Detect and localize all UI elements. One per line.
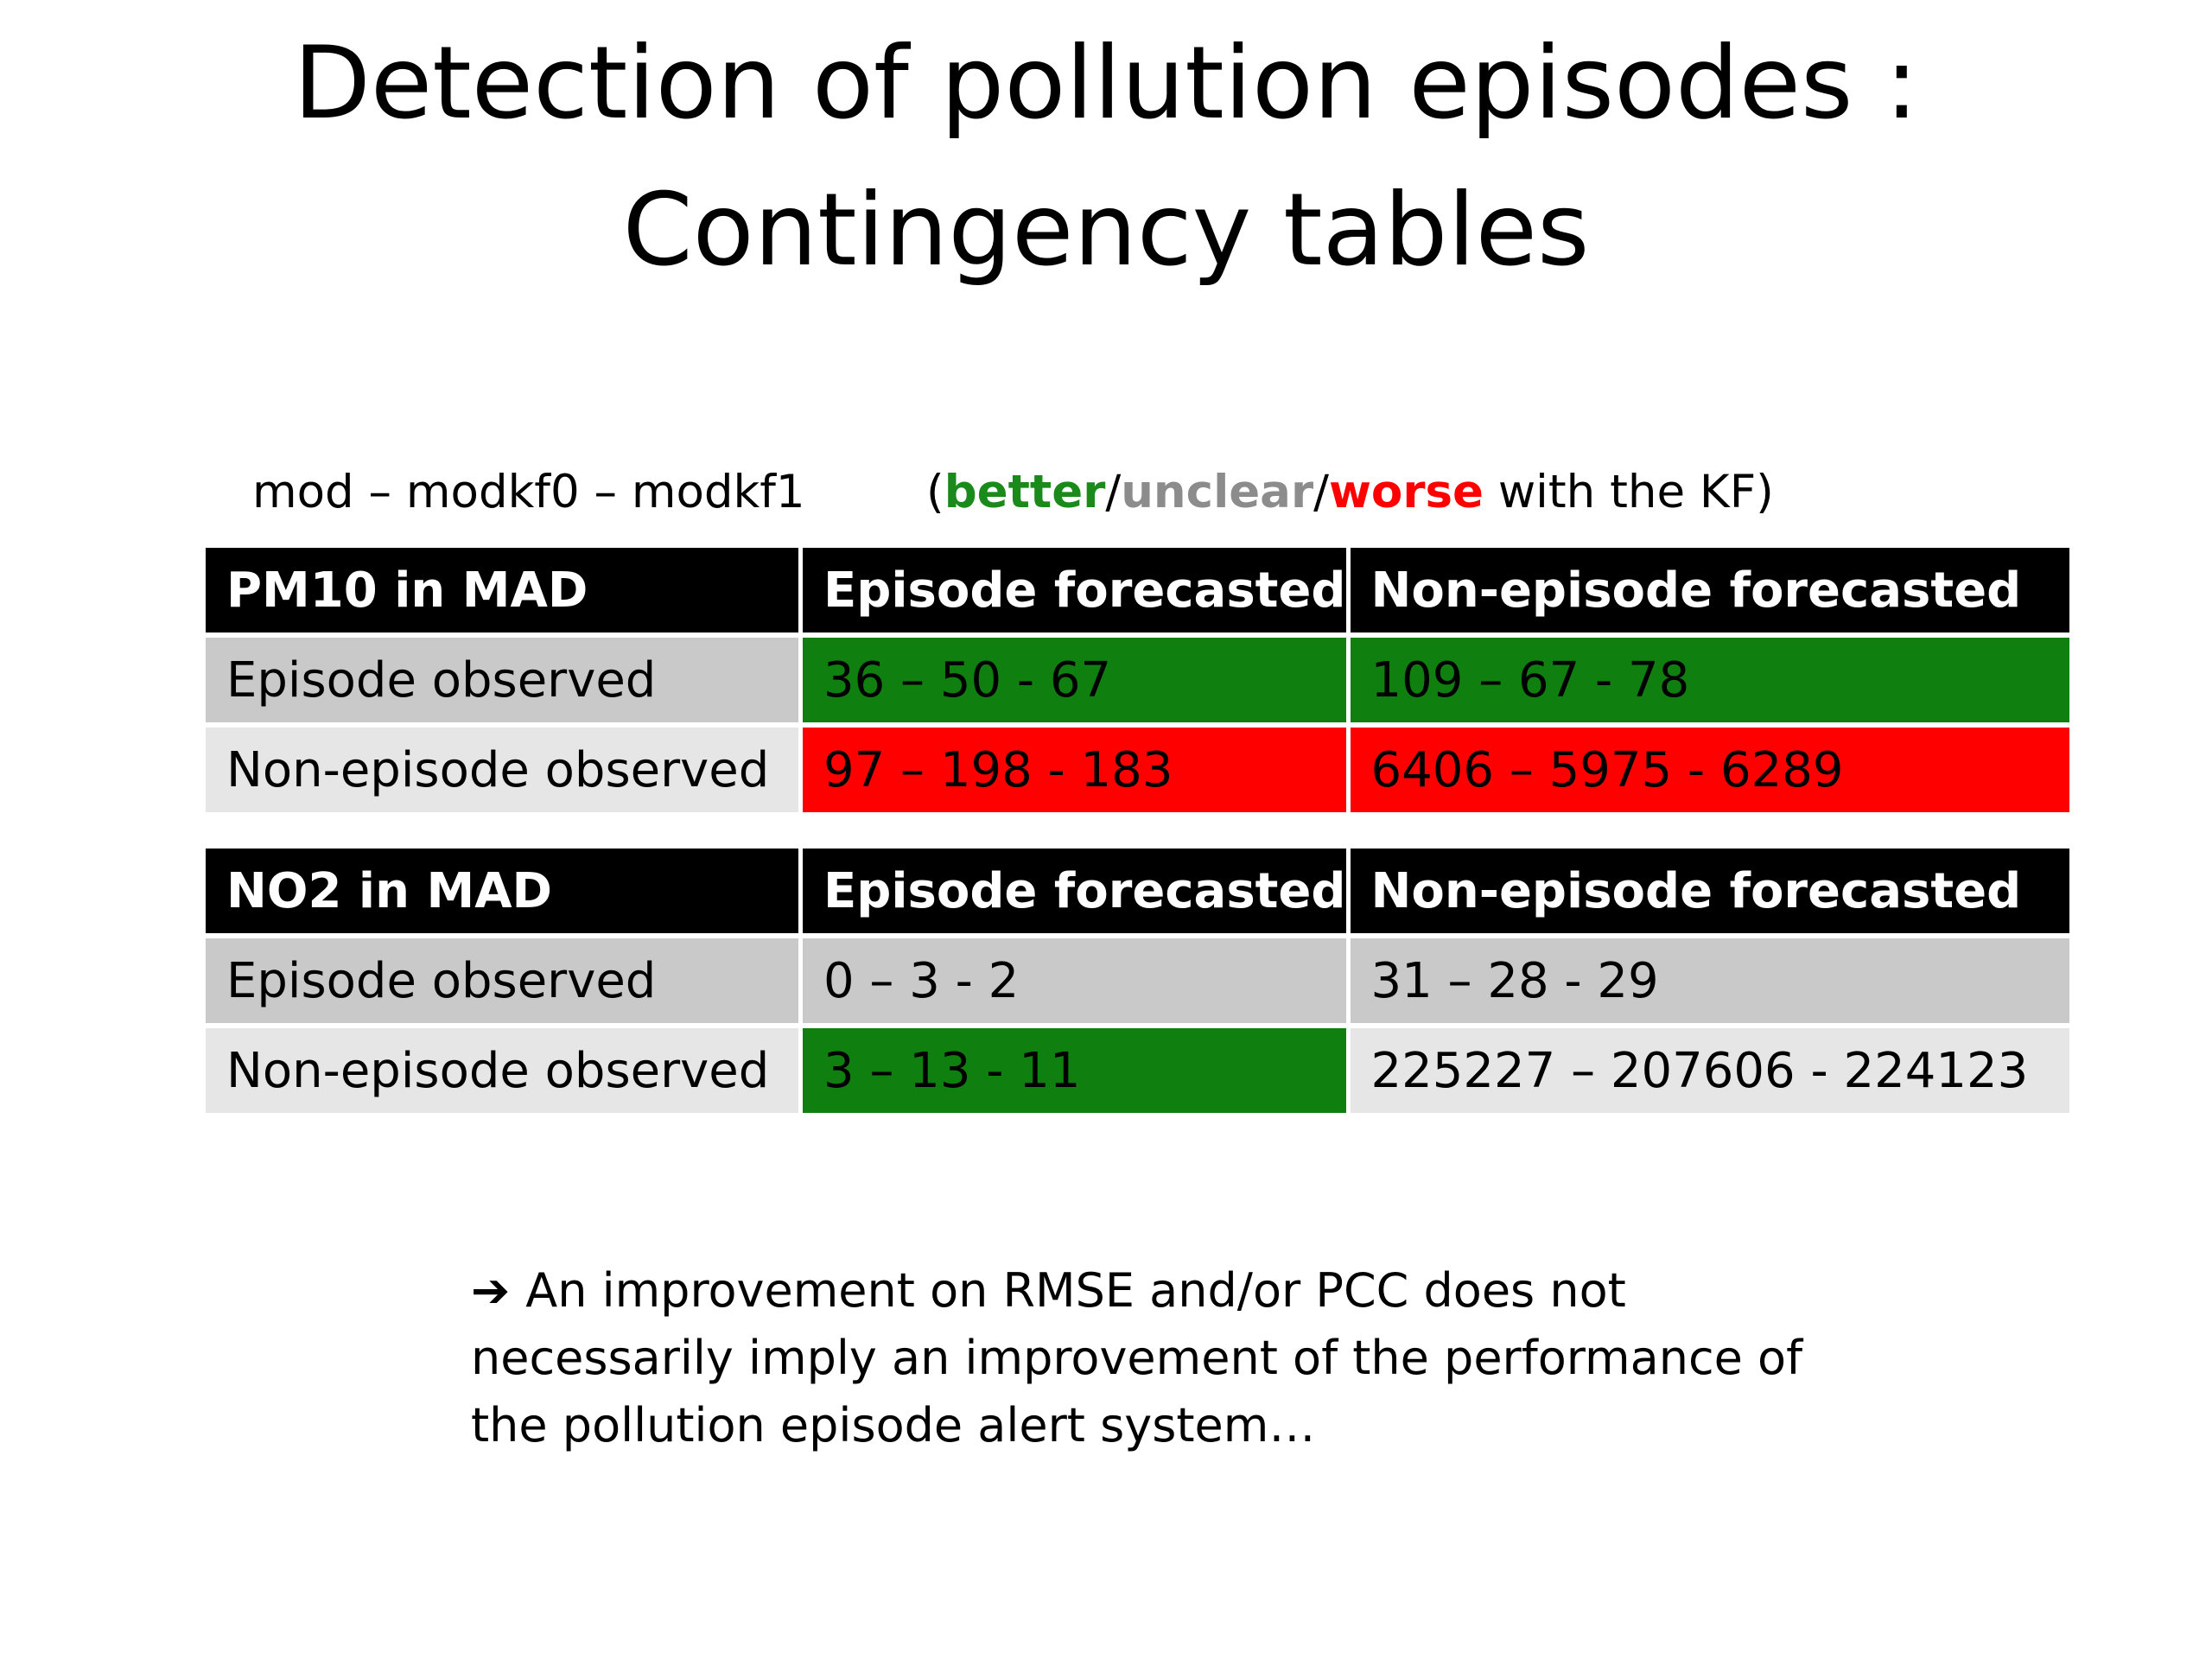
table-cell: 6406 – 5975 - 6289 <box>1350 728 2069 812</box>
slide-title: Detection of pollution episodes : Contin… <box>0 10 2212 304</box>
legend-better: better <box>944 466 1106 518</box>
legend-tail: with the KF) <box>1483 466 1774 518</box>
pm10-contingency-table: PM10 in MAD Episode forecasted Non-episo… <box>201 543 2074 817</box>
table-cell: 31 – 28 - 29 <box>1350 938 2069 1023</box>
table-cell: 97 – 198 - 183 <box>803 728 1346 812</box>
table-cell: 109 – 67 - 78 <box>1350 638 2069 722</box>
table-cell: 3 – 13 - 11 <box>803 1028 1346 1113</box>
conclusion-text: ➔ An improvement on RMSE and/or PCC does … <box>471 1257 1853 1459</box>
row-header: Episode observed <box>206 638 798 722</box>
legend-open-paren: ( <box>926 466 944 518</box>
table-cell: 0 – 3 - 2 <box>803 938 1346 1023</box>
no2-contingency-table: NO2 in MAD Episode forecasted Non-episod… <box>201 843 2074 1118</box>
table-cell: 225227 – 207606 - 224123 <box>1350 1028 2069 1113</box>
conclusion-line-1-text: An improvement on RMSE and/or PCC does n… <box>525 1263 1626 1318</box>
conclusion-line-3: the pollution episode alert system… <box>471 1398 1316 1452</box>
column-header: Non-episode forecasted <box>1350 849 2069 933</box>
row-header: Non-episode observed <box>206 728 798 812</box>
table-cell: 36 – 50 - 67 <box>803 638 1346 722</box>
row-header: Non-episode observed <box>206 1028 798 1113</box>
table-row: Non-episode observed 3 – 13 - 11 225227 … <box>206 1028 2069 1113</box>
table-header-row: NO2 in MAD Episode forecasted Non-episod… <box>206 849 2069 933</box>
slide-title-line-2: Contingency tables <box>622 172 1590 289</box>
table-row: Non-episode observed 97 – 198 - 183 6406… <box>206 728 2069 812</box>
legend-explanation: (better/unclear/worse with the KF) <box>926 458 1774 527</box>
column-header: Episode forecasted <box>803 548 1346 632</box>
table-header-row: PM10 in MAD Episode forecasted Non-episo… <box>206 548 2069 632</box>
legend-unclear: unclear <box>1121 466 1314 518</box>
right-arrow-icon: ➔ <box>471 1263 511 1318</box>
conclusion-line-2: necessarily imply an improvement of the … <box>471 1331 1803 1385</box>
table-row: Episode observed 36 – 50 - 67 109 – 67 -… <box>206 638 2069 722</box>
legend-slash: / <box>1105 466 1122 518</box>
legend-worse: worse <box>1328 466 1484 518</box>
row-header: Episode observed <box>206 938 798 1023</box>
column-header: Episode forecasted <box>803 849 1346 933</box>
table-corner-header: NO2 in MAD <box>206 849 798 933</box>
slide-title-line-1: Detection of pollution episodes : <box>293 25 1919 142</box>
table-corner-header: PM10 in MAD <box>206 548 798 632</box>
table-row: Episode observed 0 – 3 - 2 31 – 28 - 29 <box>206 938 2069 1023</box>
column-header: Non-episode forecasted <box>1350 548 2069 632</box>
legend-slash: / <box>1313 466 1329 518</box>
conclusion-line-1: ➔ An improvement on RMSE and/or PCC does … <box>471 1257 1853 1325</box>
legend-models: mod – modkf0 – modkf1 <box>252 466 805 518</box>
